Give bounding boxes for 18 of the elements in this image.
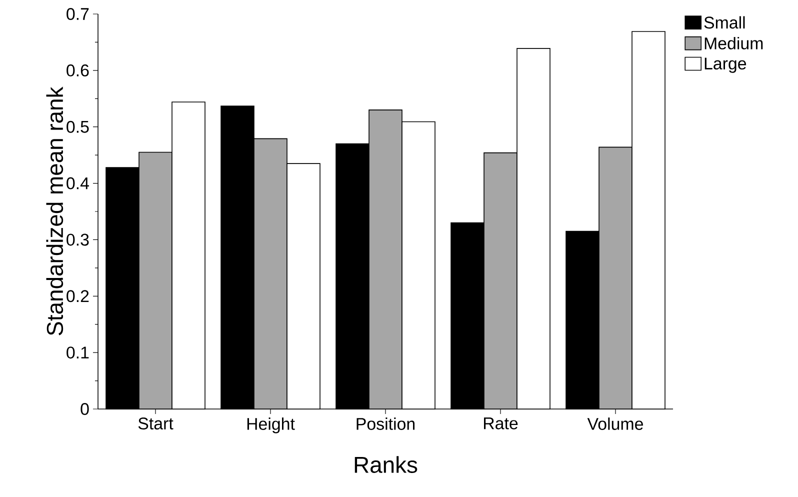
legend-label: Large	[704, 58, 746, 73]
x-tick-label: Position	[356, 418, 415, 430]
x-tick-label: Start	[138, 418, 174, 430]
y-tick-label: 0.6	[66, 64, 89, 76]
y-tick-label: 0.7	[66, 8, 89, 20]
y-tick-label: 0.1	[66, 346, 89, 359]
legend-label: Small	[704, 16, 745, 29]
x-tick-label: Height	[247, 418, 295, 434]
y-tick-label: 0.2	[66, 290, 89, 302]
y-tick-label: 0.5	[66, 120, 89, 133]
legend-label: Medium	[704, 36, 763, 50]
y-tick-label: 0.3	[66, 234, 89, 246]
x-tick-label: Volume	[587, 418, 643, 430]
x-axis-title: Ranks	[354, 456, 418, 473]
y-tick-label: 0.4	[66, 177, 89, 190]
x-tick-label: Rate	[484, 418, 518, 430]
y-axis-title: Standardized mean rank	[46, 86, 64, 336]
y-tick-label: 0	[80, 403, 89, 415]
